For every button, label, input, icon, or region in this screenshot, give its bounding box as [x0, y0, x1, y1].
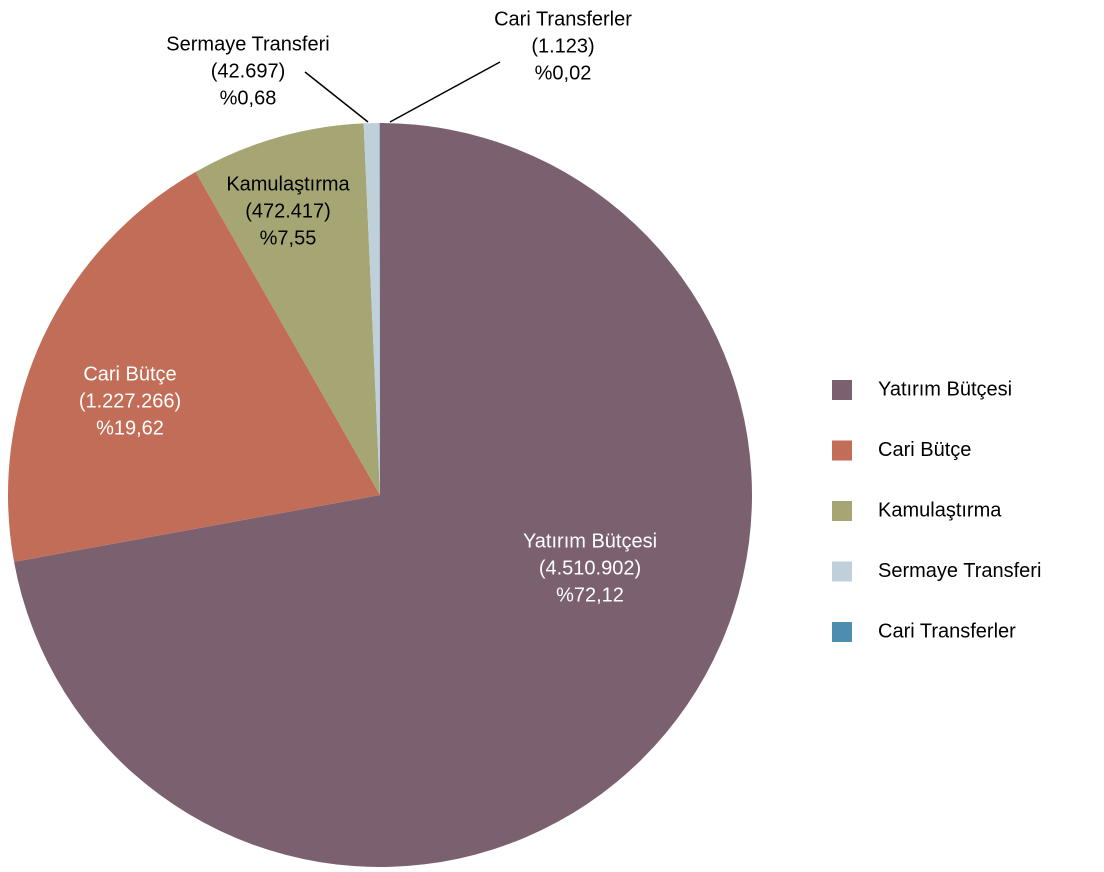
slice-value-label: (42.697)	[211, 60, 286, 82]
leader-line	[389, 61, 501, 123]
legend-label: Kamulaştırma	[878, 499, 1002, 521]
slice-percent-label: %0,68	[220, 87, 277, 109]
slice-value-label: (472.417)	[245, 200, 331, 222]
legend-label: Sermaye Transferi	[878, 560, 1041, 582]
slice-percent-label: %19,62	[96, 417, 164, 439]
slice-percent-label: %7,55	[260, 227, 317, 249]
slice-percent-label: %72,12	[556, 584, 624, 606]
pie-slice	[14, 123, 752, 867]
slice-percent-label: %0,02	[535, 62, 592, 84]
slice-value-label: (4.510.902)	[539, 557, 641, 579]
slice-label: Sermaye Transferi	[166, 33, 329, 55]
slice-label: Kamulaştırma	[226, 173, 350, 195]
pie-slice	[363, 123, 380, 495]
legend-label: Yatırım Bütçesi	[878, 378, 1012, 400]
slice-value-label: (1.227.266)	[79, 390, 181, 412]
legend-label: Cari Bütçe	[878, 439, 971, 461]
slice-label: Cari Bütçe	[83, 363, 176, 385]
legend-label: Cari Transferler	[878, 620, 1016, 642]
legend-swatch	[832, 380, 852, 400]
legend-swatch	[832, 561, 852, 582]
slice-label: Cari Transferler	[494, 8, 632, 30]
leader-line	[304, 71, 369, 123]
slice-value-label: (1.123)	[531, 35, 594, 57]
pie-slice	[195, 123, 380, 496]
legend-swatch	[832, 440, 852, 461]
pie-slice	[7, 171, 381, 562]
legend-swatch	[832, 622, 852, 642]
legend-swatch	[832, 501, 852, 521]
slice-label: Yatırım Bütçesi	[523, 530, 657, 552]
